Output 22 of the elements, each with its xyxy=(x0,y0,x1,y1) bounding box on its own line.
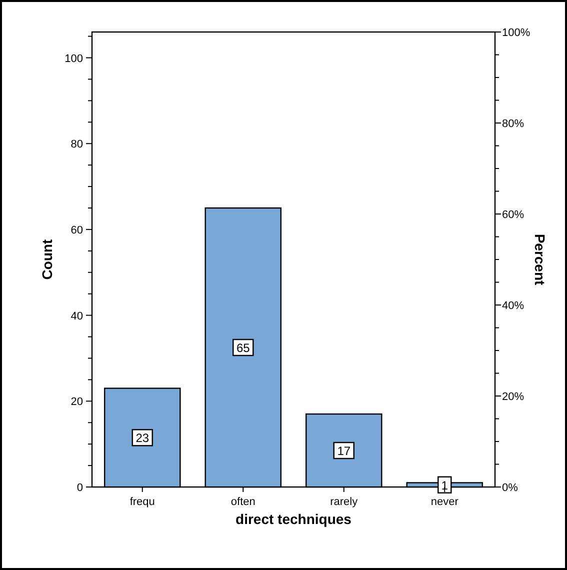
y-tick-label: 20 xyxy=(70,396,83,408)
y2-tick-label: 100% xyxy=(502,27,530,39)
data-label: 23 xyxy=(136,431,150,446)
y-tick-label: 40 xyxy=(70,310,83,322)
y2-tick-label: 80% xyxy=(502,118,524,130)
data-label: 17 xyxy=(337,444,351,458)
x-tick-label: often xyxy=(230,496,256,508)
y-tick-label: 60 xyxy=(70,224,83,236)
y2-tick-label: 60% xyxy=(502,209,524,221)
y2-tick-label: 0% xyxy=(502,482,518,494)
y2-tick-label: 20% xyxy=(502,391,524,403)
y-tick-label: 0 xyxy=(76,482,83,494)
y-tick-label: 100 xyxy=(64,52,83,65)
y2-tick-label: 40% xyxy=(502,300,524,312)
x-axis-title: direct techniques xyxy=(236,511,352,527)
y-tick-label: 80 xyxy=(70,138,83,151)
y-axis-title: Count xyxy=(39,238,55,280)
x-tick-label: rarely xyxy=(330,496,358,508)
data-label: 65 xyxy=(236,340,250,355)
y2-axis-title: Percent xyxy=(532,234,548,286)
x-tick-label: never xyxy=(430,496,459,508)
x-tick-label: frequ xyxy=(130,496,155,508)
